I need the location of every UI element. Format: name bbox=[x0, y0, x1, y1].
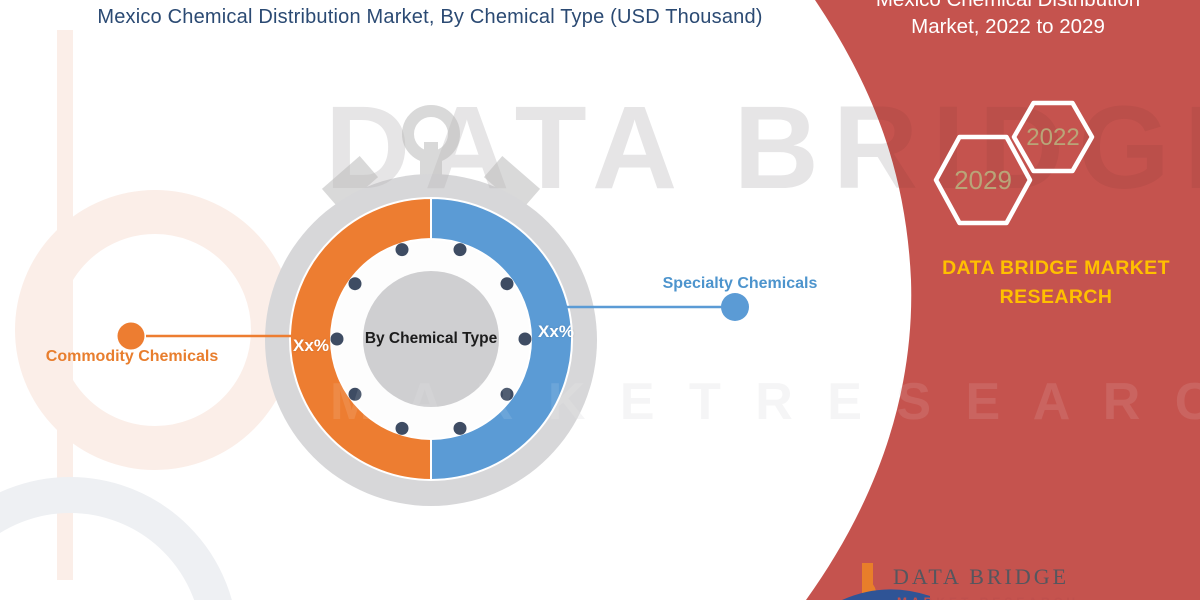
banner-shape bbox=[806, 0, 1200, 600]
brand-name: DATA BRIDGE MARKET RESEARCH bbox=[896, 254, 1200, 312]
logo-b-stem bbox=[862, 563, 873, 597]
segment-commodity-chemicals bbox=[289, 196, 432, 482]
hexagon-year-2029: 2029 bbox=[954, 165, 1012, 195]
banner-heading-line1: Mexico Chemical Distribution bbox=[818, 0, 1198, 13]
stopwatch-right-lug bbox=[483, 156, 541, 210]
logo-wordmark: DATA BRIDGE bbox=[893, 564, 1070, 589]
banner-heading-line2: Market, 2022 to 2029 bbox=[911, 15, 1105, 38]
specialty-value-label: Xx% bbox=[538, 322, 574, 341]
specialty-legend-dot bbox=[721, 293, 749, 321]
hexagon-2022 bbox=[1011, 100, 1095, 174]
dbmr-logo-icon bbox=[842, 563, 930, 600]
stopwatch-left-lug bbox=[321, 156, 379, 210]
hexagon-year-2022: 2022 bbox=[1026, 124, 1080, 151]
watermark-b-stem bbox=[57, 30, 73, 580]
forecast-hexagons bbox=[933, 100, 1095, 226]
clock-tick-dots bbox=[330, 243, 532, 435]
commodity-legend-dot bbox=[117, 322, 145, 350]
legend-commodity-chemicals: Commodity Chemicals bbox=[45, 348, 219, 365]
segment-specialty-chemicals bbox=[430, 196, 573, 482]
commodity-value-label: Xx% bbox=[293, 336, 329, 355]
legend-specialty-chemicals: Specialty Chemicals bbox=[662, 275, 818, 292]
watermark-gray-ring bbox=[0, 477, 232, 600]
donut-center-label: By Chemical Type bbox=[364, 330, 498, 347]
logo-subtitle: MARKET RESEARCH bbox=[897, 595, 1079, 600]
banner-heading: Mexico Chemical Distribution Market, 202… bbox=[818, 0, 1198, 40]
donut-center-disc bbox=[363, 271, 499, 407]
brand-name-line1: DATA BRIDGE MARKET bbox=[942, 257, 1170, 279]
page-title: Mexico Chemical Distribution Market, By … bbox=[97, 6, 763, 28]
logo-swoosh bbox=[842, 589, 930, 600]
brand-name-line2: RESEARCH bbox=[999, 286, 1113, 308]
hexagon-2029 bbox=[933, 134, 1033, 226]
